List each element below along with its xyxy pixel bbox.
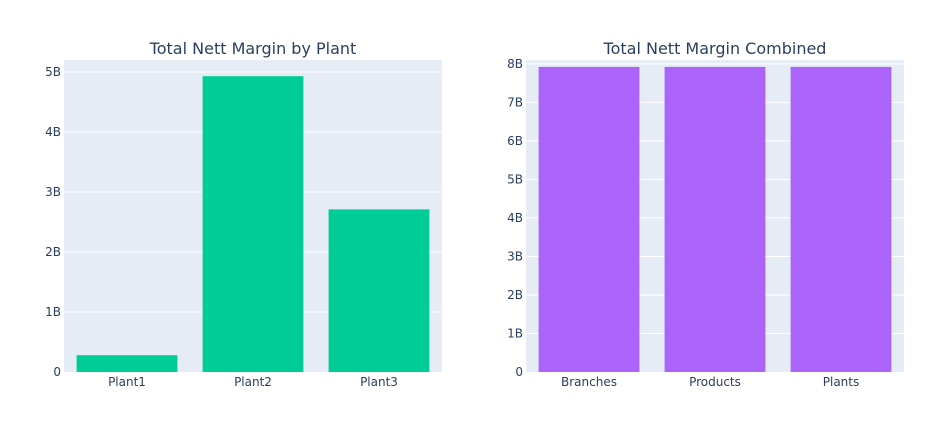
bars xyxy=(76,76,430,372)
y-tick-label: 3B xyxy=(507,249,523,263)
y-tick-label: 2B xyxy=(45,245,61,259)
y-tick-label: 3B xyxy=(45,185,61,199)
bar-plant2 xyxy=(202,76,304,372)
bars xyxy=(538,66,892,372)
bar-plants xyxy=(790,66,892,372)
chart-title: Total Nett Margin Combined xyxy=(603,39,827,58)
x-tick-label: Plant2 xyxy=(234,375,272,389)
y-tick-label: 5B xyxy=(45,65,61,79)
y-tick-label: 8B xyxy=(507,57,523,71)
bar-branches xyxy=(538,66,640,372)
x-tick-label: Plant1 xyxy=(108,375,146,389)
y-tick-labels: 0 1B 2B 3B 4B 5B xyxy=(45,65,61,379)
y-tick-label: 0 xyxy=(53,365,61,379)
bar-plant1 xyxy=(76,355,178,372)
y-tick-label: 4B xyxy=(507,211,523,225)
y-tick-label: 5B xyxy=(507,172,523,186)
bar-plant3 xyxy=(328,209,430,372)
y-tick-label: 4B xyxy=(45,125,61,139)
y-tick-labels: 0 1B 2B 3B 4B 5B 6B 7B 8B xyxy=(507,57,523,379)
chart-title: Total Nett Margin by Plant xyxy=(149,39,357,58)
x-tick-label: Plants xyxy=(823,375,860,389)
x-tick-labels: Plant1 Plant2 Plant3 xyxy=(108,375,398,389)
y-tick-label: 2B xyxy=(507,288,523,302)
y-tick-label: 7B xyxy=(507,95,523,109)
y-tick-label: 6B xyxy=(507,134,523,148)
y-tick-label: 1B xyxy=(507,326,523,340)
x-tick-label: Branches xyxy=(561,375,617,389)
bar-products xyxy=(664,66,766,372)
chart-panel-by-plant: 0 1B 2B 3B 4B 5B Plant1 Plant2 Plant3 Total Net… xyxy=(45,39,442,389)
x-tick-label: Plant3 xyxy=(360,375,398,389)
x-tick-label: Products xyxy=(689,375,741,389)
x-tick-labels: Branches Products Plants xyxy=(561,375,859,389)
y-tick-label: 0 xyxy=(515,365,523,379)
chart-panel-combined: 0 1B 2B 3B 4B 5B 6B 7B 8B Branches Products Plants… xyxy=(507,39,904,389)
y-tick-label: 1B xyxy=(45,305,61,319)
